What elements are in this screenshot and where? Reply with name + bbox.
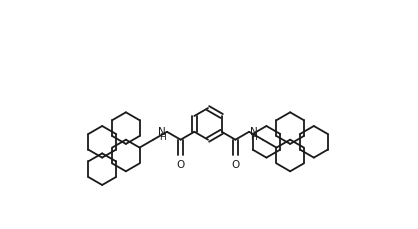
Text: H: H: [159, 133, 166, 142]
Text: N: N: [158, 126, 166, 136]
Text: N: N: [250, 126, 258, 136]
Text: H: H: [250, 133, 257, 142]
Text: O: O: [176, 160, 185, 170]
Text: O: O: [231, 160, 240, 170]
